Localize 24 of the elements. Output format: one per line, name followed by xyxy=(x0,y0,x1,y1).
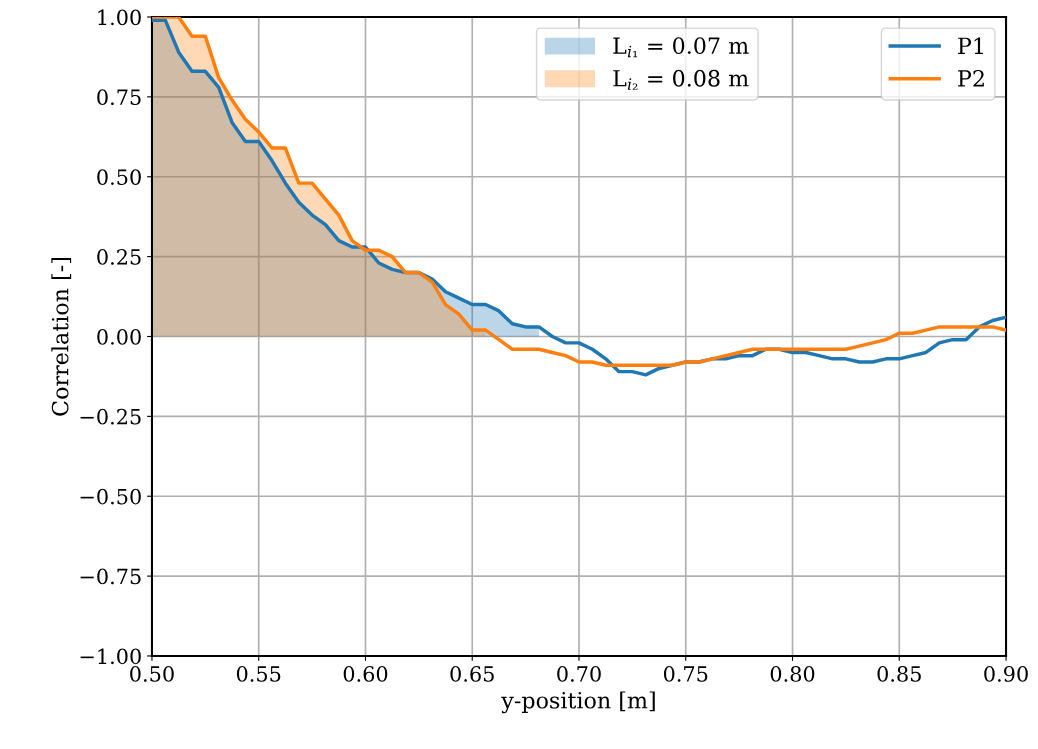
y-tick-label: 0.25 xyxy=(97,249,141,265)
legend-label: L$_{i₁}$ = 0.07 m xyxy=(613,37,749,58)
legend-label: L$_{i₂}$ = 0.08 m xyxy=(613,69,749,90)
x-tick-label: 0.55 xyxy=(236,666,281,682)
y-tick-label: 0.75 xyxy=(97,89,141,106)
y-tick-label: −1.00 xyxy=(80,648,141,665)
x-tick-label: 0.70 xyxy=(557,666,601,682)
x-tick-label: 0.80 xyxy=(770,666,815,682)
x-tick-label: 0.75 xyxy=(663,666,708,682)
y-tick-label: 1.00 xyxy=(98,9,141,26)
legend-label: P1 xyxy=(958,37,983,54)
x-tick-label: 0.60 xyxy=(343,666,388,682)
x-tick-label: 0.85 xyxy=(877,666,921,682)
x-tick-label: 0.50 xyxy=(130,666,174,682)
y-tick-label: 0.50 xyxy=(97,169,141,185)
legend-label: P2 xyxy=(958,70,984,87)
y-axis-title: Correlation [-] xyxy=(51,258,72,416)
x-tick-label: 0.65 xyxy=(450,666,494,682)
y-tick-label: −0.75 xyxy=(80,568,141,585)
x-tick-label: 0.90 xyxy=(984,666,1028,682)
y-tick-label: −0.50 xyxy=(80,488,141,505)
y-tick-label: −0.25 xyxy=(80,408,141,425)
y-tick-label: 0.00 xyxy=(97,328,141,345)
x-axis-title: y-position [m] xyxy=(501,691,655,714)
